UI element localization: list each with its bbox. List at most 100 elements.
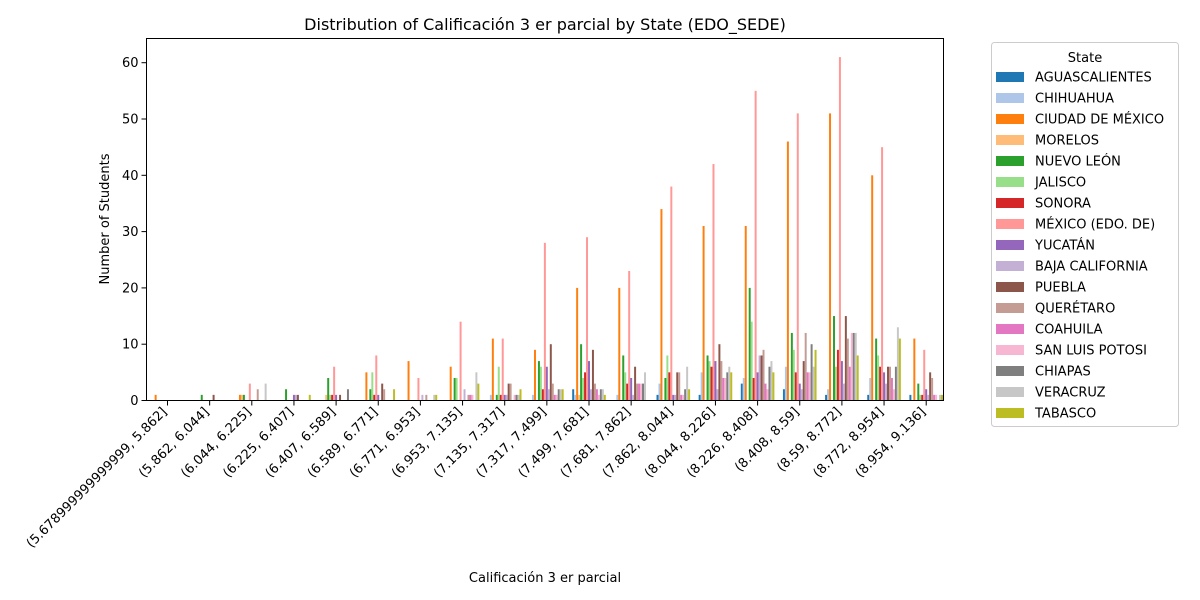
- bar: [630, 377, 633, 401]
- legend-label: CHIAPAS: [1035, 365, 1091, 380]
- bar: [933, 394, 936, 401]
- bar: [597, 394, 600, 401]
- bar: [869, 377, 872, 401]
- legend-label: SAN LUIS POTOSI: [1035, 344, 1147, 359]
- bar: [515, 394, 518, 401]
- bar: [555, 394, 558, 401]
- bar: [680, 394, 683, 401]
- bar: [346, 389, 349, 401]
- legend-label: TABASCO: [1034, 407, 1096, 422]
- bar: [708, 361, 711, 401]
- y-tick-label: 50: [122, 113, 139, 128]
- bar: [238, 394, 241, 401]
- bar: [892, 389, 895, 401]
- bar: [467, 394, 470, 401]
- bar: [407, 361, 410, 401]
- bar: [589, 389, 592, 401]
- bar: [335, 394, 338, 401]
- bar: [154, 394, 157, 401]
- legend-label: MÉXICO (EDO. DE): [1035, 217, 1155, 233]
- bar: [798, 383, 801, 401]
- bar: [475, 372, 478, 401]
- bar: [501, 338, 504, 401]
- bar: [658, 383, 661, 401]
- legend-swatch: [996, 114, 1024, 124]
- bar: [660, 209, 663, 401]
- bar: [714, 361, 717, 401]
- bar: [885, 383, 888, 401]
- bar: [325, 394, 328, 401]
- y-ticks-group: 0 10 20 30 40 50 60: [122, 56, 147, 409]
- bar: [726, 372, 729, 401]
- bar: [517, 394, 520, 401]
- bar: [850, 332, 853, 401]
- bar: [489, 394, 492, 401]
- y-tick-label: 0: [130, 394, 138, 409]
- bar: [292, 394, 295, 401]
- bar: [919, 394, 922, 401]
- bar: [927, 394, 930, 401]
- bar: [674, 394, 677, 401]
- bar: [331, 394, 334, 401]
- bar: [417, 377, 420, 401]
- bar: [728, 366, 731, 401]
- bar: [425, 394, 428, 401]
- bar: [561, 389, 564, 401]
- bar: [593, 383, 596, 401]
- bar: [636, 383, 639, 401]
- bar: [240, 394, 243, 401]
- bar: [898, 338, 901, 401]
- bar: [580, 344, 583, 401]
- bar: [770, 361, 773, 401]
- bar: [333, 366, 336, 401]
- bar: [622, 355, 625, 401]
- bar: [827, 389, 830, 401]
- bar: [264, 383, 267, 401]
- y-tick-label: 40: [122, 169, 139, 184]
- bar: [672, 394, 675, 401]
- y-tick-label: 10: [122, 338, 139, 353]
- bar: [856, 355, 859, 401]
- bar: [784, 366, 787, 401]
- bar: [894, 366, 897, 401]
- bar: [329, 394, 332, 401]
- legend-items: AGUASCALIENTES CHIHUAHUA CIUDAD DE MÉXICO M…: [996, 71, 1164, 422]
- bar: [557, 389, 560, 401]
- bar: [871, 175, 874, 401]
- bar: [706, 355, 709, 401]
- legend-title: State: [1068, 51, 1102, 66]
- bar: [740, 383, 743, 401]
- bar: [603, 394, 606, 401]
- bar: [792, 349, 795, 401]
- bar: [766, 389, 769, 401]
- bar: [750, 321, 753, 401]
- bar: [532, 394, 535, 401]
- legend-label: JALISCO: [1034, 176, 1086, 191]
- x-axis-label: Calificación 3 er parcial: [469, 571, 621, 586]
- bar: [616, 394, 619, 401]
- bar: [421, 394, 424, 401]
- bar: [720, 361, 723, 401]
- bar: [453, 377, 456, 401]
- legend-label: BAJA CALIFORNIA: [1035, 260, 1148, 275]
- bar: [782, 389, 785, 401]
- legend-label: QUERÉTARO: [1035, 301, 1115, 317]
- bar: [666, 355, 669, 401]
- bar: [935, 394, 938, 401]
- bar: [551, 383, 554, 401]
- legend-label: SONORA: [1035, 197, 1091, 212]
- bar: [716, 389, 719, 401]
- bar: [760, 355, 763, 401]
- legend-swatch: [996, 156, 1024, 166]
- bar: [722, 377, 725, 401]
- bar: [742, 377, 745, 401]
- bar: [541, 389, 544, 401]
- bar: [632, 394, 635, 401]
- legend-swatch: [996, 72, 1024, 82]
- legend-swatch: [996, 387, 1024, 397]
- bar: [499, 394, 502, 401]
- bar: [790, 332, 793, 401]
- y-tick-label: 20: [122, 281, 139, 296]
- bar: [381, 383, 384, 401]
- legend-swatch: [996, 93, 1024, 103]
